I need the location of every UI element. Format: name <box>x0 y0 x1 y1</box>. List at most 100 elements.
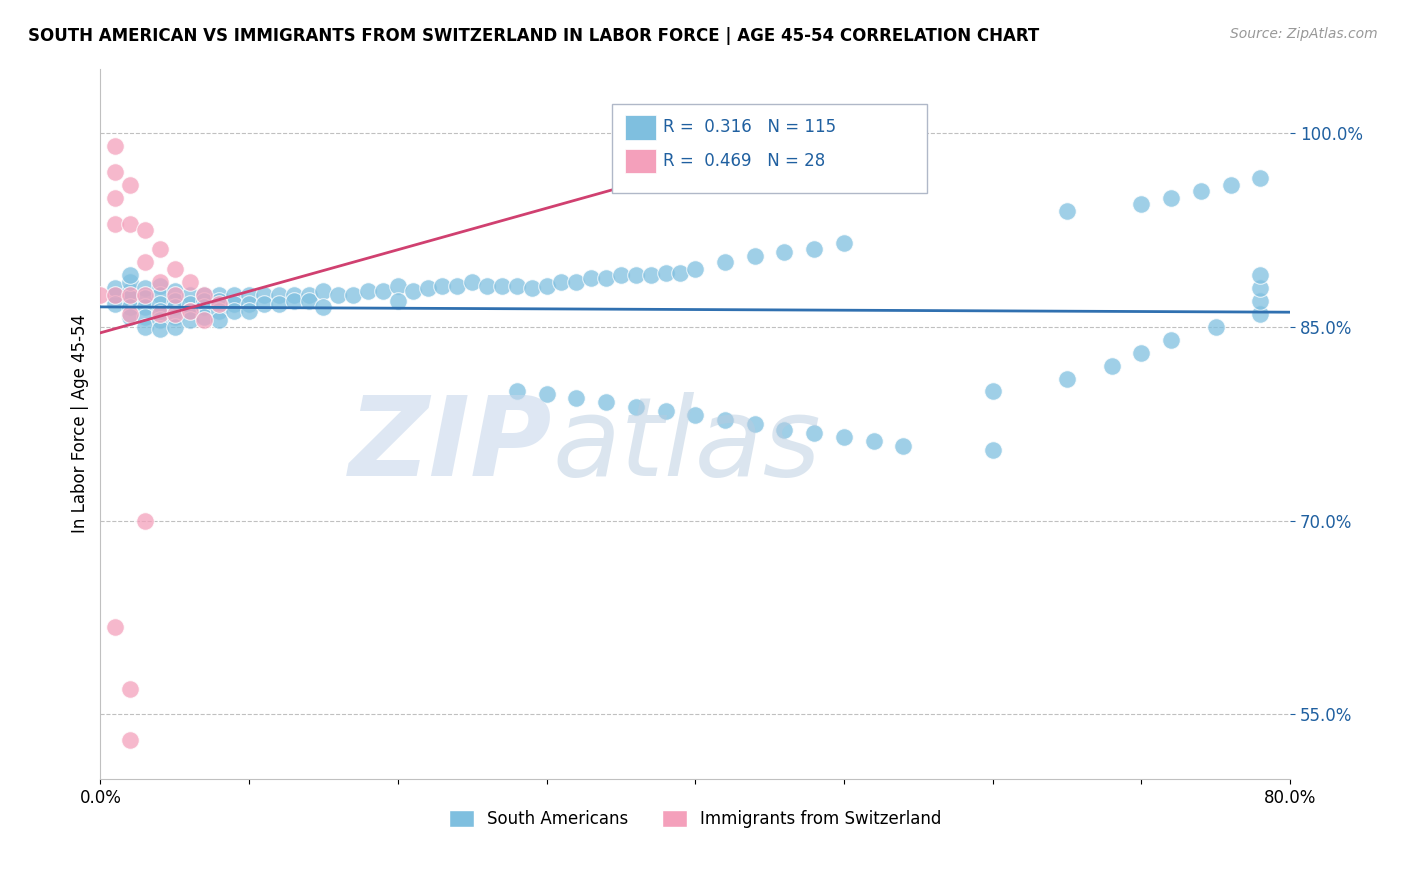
Point <box>536 387 558 401</box>
Point <box>134 514 156 528</box>
Point <box>179 304 201 318</box>
Point <box>193 310 215 324</box>
Point <box>267 296 290 310</box>
Point <box>179 287 201 301</box>
Point <box>134 223 156 237</box>
Point <box>402 284 425 298</box>
Point <box>149 275 172 289</box>
Point <box>1249 171 1271 186</box>
Point <box>520 281 543 295</box>
Legend: South Americans, Immigrants from Switzerland: South Americans, Immigrants from Switzer… <box>443 803 948 835</box>
Point <box>312 284 335 298</box>
Point <box>803 243 825 257</box>
Point <box>342 287 364 301</box>
Point <box>475 278 498 293</box>
Point <box>744 417 766 431</box>
Point <box>654 266 676 280</box>
Point <box>565 275 588 289</box>
Point <box>120 287 142 301</box>
Text: R =  0.316   N = 115: R = 0.316 N = 115 <box>664 119 837 136</box>
Point <box>163 301 186 315</box>
Point <box>1189 184 1212 198</box>
Point <box>163 261 186 276</box>
Point <box>832 235 855 250</box>
Point <box>579 270 602 285</box>
Point <box>120 310 142 324</box>
Point <box>536 278 558 293</box>
Point <box>193 287 215 301</box>
Point <box>104 296 127 310</box>
Point <box>104 619 127 633</box>
Point <box>387 278 409 293</box>
Point <box>595 394 617 409</box>
Point <box>506 384 529 399</box>
Point <box>610 268 633 282</box>
Point <box>773 244 796 259</box>
Point <box>120 275 142 289</box>
Point <box>862 434 884 448</box>
Point <box>1160 333 1182 347</box>
Point <box>134 292 156 306</box>
Point <box>179 313 201 327</box>
Point <box>208 293 231 308</box>
Text: SOUTH AMERICAN VS IMMIGRANTS FROM SWITZERLAND IN LABOR FORCE | AGE 45-54 CORRELA: SOUTH AMERICAN VS IMMIGRANTS FROM SWITZE… <box>28 27 1039 45</box>
Point <box>120 681 142 696</box>
Point <box>357 284 380 298</box>
Point <box>163 287 186 301</box>
Point <box>104 287 127 301</box>
Point <box>104 191 127 205</box>
Point <box>683 261 706 276</box>
Point <box>163 307 186 321</box>
Point <box>179 296 201 310</box>
Point <box>120 301 142 315</box>
Text: Source: ZipAtlas.com: Source: ZipAtlas.com <box>1230 27 1378 41</box>
Point <box>238 296 260 310</box>
Point <box>1130 197 1153 211</box>
Point <box>179 275 201 289</box>
Point <box>104 139 127 153</box>
Point <box>595 270 617 285</box>
Point <box>1249 307 1271 321</box>
Point <box>120 217 142 231</box>
Point <box>1219 178 1241 192</box>
Point <box>224 287 246 301</box>
Point <box>134 301 156 315</box>
Point <box>253 296 276 310</box>
Point <box>134 310 156 324</box>
Point <box>267 287 290 301</box>
Point <box>104 217 127 231</box>
Point <box>238 304 260 318</box>
FancyBboxPatch shape <box>626 115 657 139</box>
Text: ZIP: ZIP <box>349 392 553 499</box>
Point <box>893 439 915 453</box>
Point <box>149 243 172 257</box>
Point <box>1101 359 1123 373</box>
Point <box>193 287 215 301</box>
Point <box>208 313 231 327</box>
Point <box>179 304 201 318</box>
Point <box>714 413 737 427</box>
Point <box>714 255 737 269</box>
Point <box>134 319 156 334</box>
Point <box>624 400 647 414</box>
Point <box>120 733 142 747</box>
Point <box>550 275 572 289</box>
Point <box>208 287 231 301</box>
FancyBboxPatch shape <box>612 104 928 193</box>
Point <box>134 281 156 295</box>
Point <box>149 313 172 327</box>
Point <box>104 287 127 301</box>
Point <box>981 384 1004 399</box>
Point <box>1249 293 1271 308</box>
Point <box>624 268 647 282</box>
Point <box>163 319 186 334</box>
Y-axis label: In Labor Force | Age 45-54: In Labor Force | Age 45-54 <box>72 314 89 533</box>
Point <box>669 266 692 280</box>
Text: atlas: atlas <box>553 392 821 499</box>
Point <box>1249 268 1271 282</box>
Point <box>683 408 706 422</box>
Point <box>120 307 142 321</box>
Point <box>134 255 156 269</box>
Point <box>104 281 127 295</box>
Point <box>654 404 676 418</box>
